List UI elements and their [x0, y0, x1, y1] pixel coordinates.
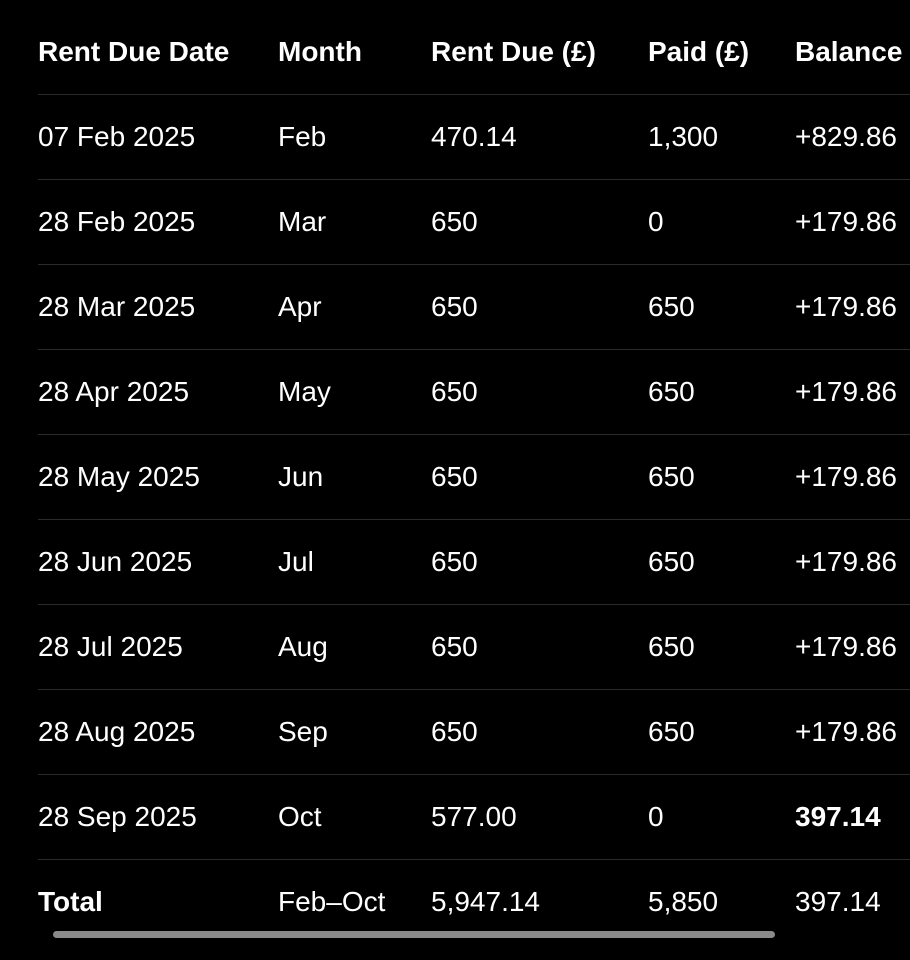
table-row: 28 Apr 2025 May 650 650 +179.86 — [38, 349, 910, 435]
cell-rent-due: 650 — [431, 434, 648, 520]
cell-balance: +179.86 — [795, 519, 910, 605]
table-row: 28 Sep 2025 Oct 577.00 0 397.14 — [38, 774, 910, 860]
cell-balance: +179.86 — [795, 434, 910, 520]
cell-month: Jul — [278, 519, 431, 605]
table-row: 28 Feb 2025 Mar 650 0 +179.86 — [38, 179, 910, 265]
cell-paid: 0 — [648, 179, 795, 265]
cell-rent-due-date: 28 May 2025 — [38, 434, 278, 520]
cell-rent-due: 650 — [431, 264, 648, 350]
cell-month: Mar — [278, 179, 431, 265]
total-row: Total Feb–Oct 5,947.14 5,850 397.14 — [38, 860, 910, 945]
cell-balance-highlight: 397.14 — [795, 774, 910, 860]
cell-rent-due: 470.14 — [431, 94, 648, 180]
cell-balance: +179.86 — [795, 349, 910, 435]
cell-rent-due: 5,947.14 — [431, 886, 540, 917]
cell-month: Aug — [278, 604, 431, 690]
table-row: 07 Feb 2025 Feb 470.14 1,300 +829.86 — [38, 94, 910, 180]
cell-rent-due-date: 28 Feb 2025 — [38, 179, 278, 265]
cell-rent-due-date: 07 Feb 2025 — [38, 94, 278, 180]
rent-table-container[interactable]: Rent Due Date Month Rent Due (£) Paid (£… — [38, 10, 910, 944]
table-row: 28 Aug 2025 Sep 650 650 +179.86 — [38, 689, 910, 775]
table-row: 28 Mar 2025 Apr 650 650 +179.86 — [38, 264, 910, 350]
rent-table: Rent Due Date Month Rent Due (£) Paid (£… — [38, 10, 910, 944]
cell-month: Apr — [278, 264, 431, 350]
cell-month: Oct — [278, 774, 431, 860]
cell-rent-due: 577.00 — [431, 774, 648, 860]
cell-rent-due: 650 — [431, 179, 648, 265]
cell-balance: +179.86 — [795, 604, 910, 690]
cell-rent-due: 650 — [431, 689, 648, 775]
cell-rent-due-date: 28 Aug 2025 — [38, 689, 278, 775]
cell-paid: 650 — [648, 264, 795, 350]
cell-month: Feb — [278, 94, 431, 180]
cell-balance: +179.86 — [795, 179, 910, 265]
cell-month: Jun — [278, 434, 431, 520]
cell-paid: 650 — [648, 349, 795, 435]
cell-paid: 650 — [648, 434, 795, 520]
cell-month: Sep — [278, 689, 431, 775]
cell-paid: 0 — [648, 774, 795, 860]
cell-paid: 650 — [648, 519, 795, 605]
cell-total-label: Total — [38, 886, 103, 917]
table-row: 28 Jun 2025 Jul 650 650 +179.86 — [38, 519, 910, 605]
cell-balance: +179.86 — [795, 264, 910, 350]
cell-paid: 650 — [648, 604, 795, 690]
cell-paid: 650 — [648, 689, 795, 775]
cell-rent-due-date: 28 Apr 2025 — [38, 349, 278, 435]
cell-balance: 397.14 — [795, 886, 881, 917]
cell-rent-due-date: 28 Jul 2025 — [38, 604, 278, 690]
cell-month: Feb–Oct — [278, 886, 386, 917]
header-paid: Paid (£) — [648, 10, 795, 95]
horizontal-scrollbar[interactable] — [53, 931, 775, 938]
cell-rent-due-date: 28 Mar 2025 — [38, 264, 278, 350]
header-rent-due: Rent Due (£) — [431, 10, 648, 95]
cell-rent-due: 650 — [431, 349, 648, 435]
header-balance: Balance — [795, 10, 910, 95]
cell-paid: 5,850 — [648, 886, 719, 917]
header-rent-due-date: Rent Due Date — [38, 10, 278, 95]
cell-month: May — [278, 349, 431, 435]
table-row: 28 Jul 2025 Aug 650 650 +179.86 — [38, 604, 910, 690]
cell-balance: +179.86 — [795, 689, 910, 775]
header-month: Month — [278, 10, 431, 95]
cell-balance: +829.86 — [795, 94, 910, 180]
cell-paid: 1,300 — [648, 94, 795, 180]
table-row: 28 May 2025 Jun 650 650 +179.86 — [38, 434, 910, 520]
cell-rent-due-date: 28 Sep 2025 — [38, 774, 278, 860]
cell-rent-due: 650 — [431, 519, 648, 605]
cell-rent-due: 650 — [431, 604, 648, 690]
header-row: Rent Due Date Month Rent Due (£) Paid (£… — [38, 10, 910, 95]
cell-rent-due-date: 28 Jun 2025 — [38, 519, 278, 605]
